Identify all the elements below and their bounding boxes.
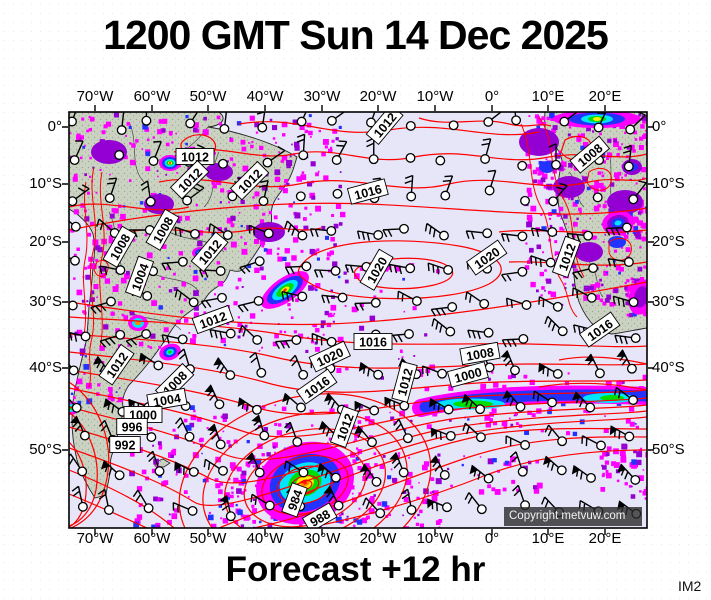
isobar-label: 984 xyxy=(281,482,308,518)
lat-label-left: 40°S xyxy=(29,359,62,376)
lat-label-right: 20°S xyxy=(652,233,685,250)
lat-label-right: 0° xyxy=(652,118,667,135)
isobar-label: 996 xyxy=(116,418,148,435)
isobar-label: 1008 xyxy=(459,341,501,366)
lon-label-bottom: 70°W xyxy=(76,530,114,547)
svg-text:1012: 1012 xyxy=(395,367,416,398)
wind-barbs xyxy=(69,112,647,517)
front-rain-band xyxy=(412,385,647,417)
lon-label-bottom: 50°W xyxy=(189,530,227,547)
isobar-label: 1012 xyxy=(169,159,210,200)
lon-label-top: 20°W xyxy=(359,88,397,105)
lon-label-top: 50°W xyxy=(189,88,227,105)
isobar-label: 988 xyxy=(301,502,338,528)
lon-label-bottom: 10°E xyxy=(531,530,565,547)
isobar-label: 1012 xyxy=(175,148,215,165)
axis-ticks xyxy=(62,105,654,535)
lon-label-top: 70°W xyxy=(76,88,114,105)
lat-label-right: 30°S xyxy=(652,293,685,310)
map-frame xyxy=(68,111,648,529)
svg-text:1000: 1000 xyxy=(453,365,484,386)
lat-label-left: 50°S xyxy=(29,441,62,458)
lon-label-top: 0° xyxy=(484,88,500,105)
lat-label-right: 40°S xyxy=(652,359,685,376)
isobar-label: 1016 xyxy=(353,333,393,350)
lat-label-left: 20°S xyxy=(29,233,62,250)
svg-text:996: 996 xyxy=(122,421,143,435)
lon-label-bottom: 40°W xyxy=(246,530,284,547)
lon-label-bottom: 10°W xyxy=(416,530,454,547)
svg-text:1004: 1004 xyxy=(152,391,182,410)
lat-label-left: 0° xyxy=(47,118,62,135)
isobar-label: 1012 xyxy=(391,360,418,403)
isobar-label: 1000 xyxy=(446,361,489,388)
lat-label-left: 30°S xyxy=(29,293,62,310)
page-title: 1200 GMT Sun 14 Dec 2025 xyxy=(103,12,609,58)
lon-label-top: 40°W xyxy=(246,88,284,105)
lon-label-top: 30°W xyxy=(303,88,341,105)
lon-label-bottom: 30°W xyxy=(303,530,341,547)
svg-text:1016: 1016 xyxy=(359,336,387,350)
precip-speckle-light xyxy=(69,112,647,528)
lon-label-bottom: 20°E xyxy=(588,530,622,547)
lon-label-top: 10°W xyxy=(416,88,454,105)
lon-label-top: 10°E xyxy=(531,88,565,105)
svg-text:984: 984 xyxy=(285,488,305,512)
lon-label-top: 20°E xyxy=(588,88,622,105)
copyright-label: Copyright metvuw.com xyxy=(504,507,642,526)
lon-label-bottom: 60°W xyxy=(133,530,171,547)
svg-text:1012: 1012 xyxy=(181,151,209,165)
isobar-label: 1012 xyxy=(190,231,229,273)
lon-label-top: 60°W xyxy=(133,88,171,105)
watermark-label: IM2 xyxy=(678,578,702,594)
isobar-label: 1016 xyxy=(346,178,389,205)
lon-label-bottom: 20°W xyxy=(359,530,397,547)
forecast-label: Forecast +12 hr xyxy=(225,550,486,589)
isobar-label: 1004 xyxy=(146,387,188,412)
svg-text:1016: 1016 xyxy=(353,182,384,203)
lat-label-right: 10°S xyxy=(652,175,685,192)
lat-label-right: 50°S xyxy=(652,441,685,458)
isobar-label: 1020 xyxy=(308,340,351,373)
isobar-label: 992 xyxy=(109,436,141,453)
svg-text:1008: 1008 xyxy=(465,345,495,364)
svg-text:992: 992 xyxy=(115,439,136,453)
lat-label-left: 10°S xyxy=(29,175,62,192)
lon-label-bottom: 0° xyxy=(484,530,500,547)
